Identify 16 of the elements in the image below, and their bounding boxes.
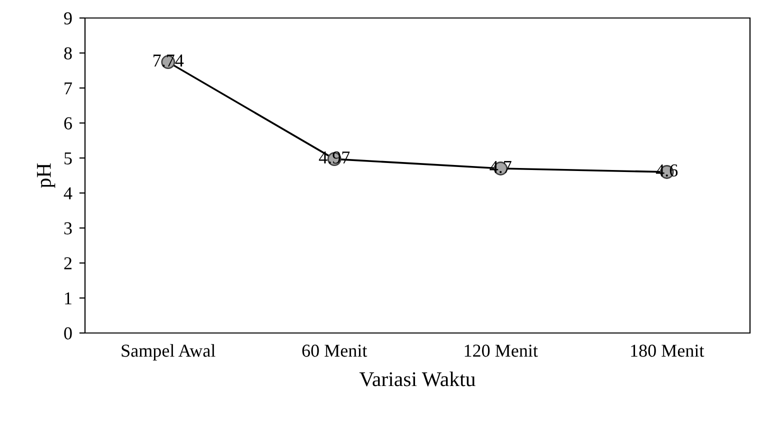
y-tick-label: 1: [65, 292, 72, 304]
y-tick-label: 6: [64, 117, 72, 130]
x-tick-label: 120 Menit: [464, 344, 538, 357]
x-axis-title: Variasi Waktu: [359, 372, 476, 386]
y-tick-label: 4: [64, 187, 72, 200]
x-tick-label: 60 Menit: [302, 344, 368, 357]
y-tick-label: 5: [64, 152, 72, 164]
y-tick-label: 3: [64, 222, 72, 234]
y-tick-label: 2: [64, 257, 72, 270]
y-tick-label: 0: [64, 327, 72, 340]
x-tick-label: Sampel Awal: [122, 344, 216, 360]
y-axis-title: pH: [37, 163, 56, 188]
x-tick-label: 180 Menit: [631, 344, 704, 357]
y-tick-label: 9: [64, 12, 72, 24]
y-tick-label: 8: [64, 47, 72, 60]
y-tick-label: 7: [64, 82, 72, 94]
